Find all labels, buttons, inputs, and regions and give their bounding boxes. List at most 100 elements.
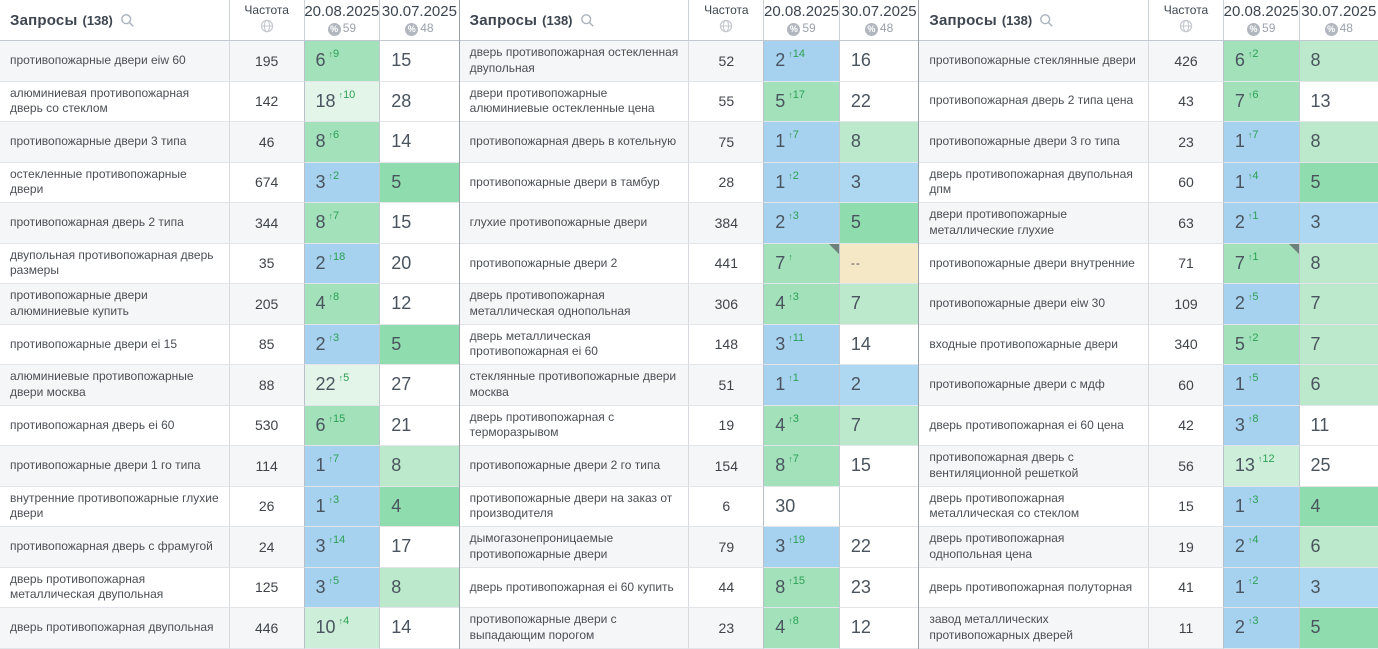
query-cell[interactable]: противопожарные двери 2	[459, 243, 690, 285]
query-cell[interactable]: дымогазонепроницаемые противопожарные дв…	[459, 527, 690, 568]
position-cell-previous[interactable]: 12	[380, 284, 459, 325]
position-cell-previous[interactable]: 22	[839, 527, 919, 568]
position-cell-current[interactable]: 2 18	[304, 243, 381, 285]
position-cell-previous[interactable]: 27	[380, 365, 459, 406]
query-cell[interactable]: противопожарная дверь в котельную	[459, 122, 690, 163]
query-cell[interactable]: противопожарные двери eiw 30	[919, 284, 1150, 325]
position-cell-previous[interactable]: 2	[839, 365, 919, 406]
query-cell[interactable]: противопожарные стеклянные двери	[919, 41, 1150, 82]
position-cell-current[interactable]: 1 2	[764, 162, 840, 204]
query-cell[interactable]: противопожарные двери алюминиевые купить	[0, 284, 230, 325]
position-cell-current[interactable]: 2 4	[1223, 527, 1300, 568]
position-cell-current[interactable]: 2 3	[764, 203, 840, 244]
date-column-header-previous[interactable]: 30.07.2025 % 48	[381, 3, 457, 36]
position-cell-current[interactable]: 5 17	[764, 81, 840, 123]
position-cell-previous[interactable]: 3	[1299, 567, 1378, 609]
position-cell-current[interactable]: 30	[764, 486, 840, 528]
position-cell-previous[interactable]: 8	[1299, 122, 1378, 163]
position-cell-previous[interactable]: 23	[839, 567, 919, 609]
position-cell-current[interactable]: 8 15	[764, 567, 840, 609]
query-cell[interactable]: дверь противопожарная остекленная двупол…	[459, 41, 690, 82]
position-cell-current[interactable]: 3 19	[764, 527, 840, 568]
position-cell-current[interactable]: 1 1	[764, 365, 840, 406]
position-cell-current[interactable]: 6 2	[1223, 41, 1300, 82]
date-column-header-previous[interactable]: 30.07.2025 % 48	[841, 3, 917, 36]
position-cell-current[interactable]: 1 2	[1223, 567, 1300, 609]
query-cell[interactable]: стеклянные противопожарные двери москва	[459, 365, 690, 406]
search-icon[interactable]	[120, 13, 135, 28]
position-cell-previous[interactable]: 8	[380, 446, 459, 487]
position-cell-previous[interactable]: 8	[1299, 243, 1378, 285]
position-cell-previous[interactable]: 14	[380, 122, 459, 163]
query-cell[interactable]: противопожарная дверь 2 типа цена	[919, 81, 1150, 123]
query-cell[interactable]: противопожарные двери в тамбур	[459, 162, 690, 204]
position-cell-current[interactable]: 6 9	[304, 41, 381, 82]
query-cell[interactable]: противопожарные двери 1 го типа	[0, 446, 230, 487]
position-cell-previous[interactable]: 3	[839, 162, 919, 204]
position-cell-previous[interactable]: 3	[1299, 203, 1378, 244]
position-cell-previous[interactable]: 7	[1299, 324, 1378, 366]
query-cell[interactable]: входные противопожарные двери	[919, 324, 1150, 366]
position-cell-current[interactable]: 5 2	[1223, 324, 1300, 366]
position-cell-previous[interactable]: 28	[380, 81, 459, 123]
position-cell-current[interactable]: 8 7	[304, 203, 381, 244]
position-cell-previous[interactable]	[839, 486, 919, 528]
query-cell[interactable]: алюминиевые противопожарные двери москва	[0, 365, 230, 406]
position-cell-previous[interactable]: 15	[839, 446, 919, 487]
position-cell-previous[interactable]: 6	[1299, 527, 1378, 568]
query-cell[interactable]: дверь противопожарная двупольная дпм	[919, 162, 1150, 204]
query-cell[interactable]: дверь противопожарная ei 60 цена	[919, 405, 1150, 447]
query-cell[interactable]: дверь противопожарная металлическая со с…	[919, 486, 1150, 528]
position-cell-previous[interactable]: 13	[1299, 81, 1378, 123]
position-cell-previous[interactable]: 7	[839, 405, 919, 447]
position-cell-current[interactable]: 10 4	[304, 608, 381, 649]
query-cell[interactable]: двери противопожарные алюминиевые остекл…	[459, 81, 690, 123]
query-cell[interactable]: противопожарная дверь 2 типа	[0, 203, 230, 244]
search-icon[interactable]	[580, 13, 595, 28]
query-cell[interactable]: противопожарные двери 3 го типа	[919, 122, 1150, 163]
position-cell-current[interactable]: 13 12	[1223, 446, 1300, 487]
position-cell-current[interactable]: 2 14	[764, 41, 840, 82]
position-cell-current[interactable]: 7 1	[1223, 243, 1300, 285]
position-cell-current[interactable]: 4 8	[764, 608, 840, 649]
position-cell-previous[interactable]: 4	[1299, 486, 1378, 528]
position-cell-current[interactable]: 22 5	[304, 365, 381, 406]
position-cell-previous[interactable]: 7	[1299, 284, 1378, 325]
query-cell[interactable]: алюминиевая противопожарная дверь со сте…	[0, 81, 230, 123]
position-cell-previous[interactable]: 22	[839, 81, 919, 123]
query-cell[interactable]: противопожарные двери 3 типа	[0, 122, 230, 163]
position-cell-previous[interactable]: 14	[839, 324, 919, 366]
query-cell[interactable]: дверь противопожарная полуторная	[919, 567, 1150, 609]
position-cell-current[interactable]: 3 14	[304, 527, 381, 568]
query-cell[interactable]: дверь противопожарная металлическая двуп…	[0, 567, 230, 609]
query-cell[interactable]: дверь противопожарная ei 60 купить	[459, 567, 690, 609]
position-cell-previous[interactable]: 5	[380, 162, 459, 204]
position-cell-previous[interactable]: 16	[839, 41, 919, 82]
position-cell-current[interactable]: 3 8	[1223, 405, 1300, 447]
globe-icon[interactable]	[1179, 19, 1193, 33]
position-cell-previous[interactable]: 15	[380, 203, 459, 244]
query-cell[interactable]: двупольная противопожарная дверь размеры	[0, 243, 230, 285]
position-cell-current[interactable]: 6 15	[304, 405, 381, 447]
position-cell-previous[interactable]: --	[839, 243, 919, 285]
query-cell[interactable]: противопожарная дверь ei 60	[0, 405, 230, 447]
date-column-header-current[interactable]: 20.08.2025 % 59	[764, 0, 840, 40]
search-icon[interactable]	[1039, 13, 1054, 28]
position-cell-previous[interactable]: 20	[380, 243, 459, 285]
query-cell[interactable]: противопожарные двери внутренние	[919, 243, 1150, 285]
position-cell-current[interactable]: 1 4	[1223, 162, 1300, 204]
position-cell-current[interactable]: 2 3	[1223, 608, 1300, 649]
position-cell-previous[interactable]: 6	[1299, 365, 1378, 406]
position-cell-previous[interactable]: 21	[380, 405, 459, 447]
position-cell-previous[interactable]: 15	[380, 41, 459, 82]
position-cell-current[interactable]: 3 5	[304, 567, 381, 609]
query-cell[interactable]: противопожарная дверь с фрамугой	[0, 527, 230, 568]
position-cell-current[interactable]: 3 2	[304, 162, 381, 204]
query-cell[interactable]: противопожарные двери с мдф	[919, 365, 1150, 406]
position-cell-previous[interactable]: 11	[1299, 405, 1378, 447]
date-column-header-current[interactable]: 20.08.2025 % 59	[1224, 0, 1300, 40]
query-cell[interactable]: глухие противопожарные двери	[459, 203, 690, 244]
position-cell-previous[interactable]: 5	[1299, 162, 1378, 204]
position-cell-previous[interactable]: 4	[380, 486, 459, 528]
position-cell-current[interactable]: 1 5	[1223, 365, 1300, 406]
